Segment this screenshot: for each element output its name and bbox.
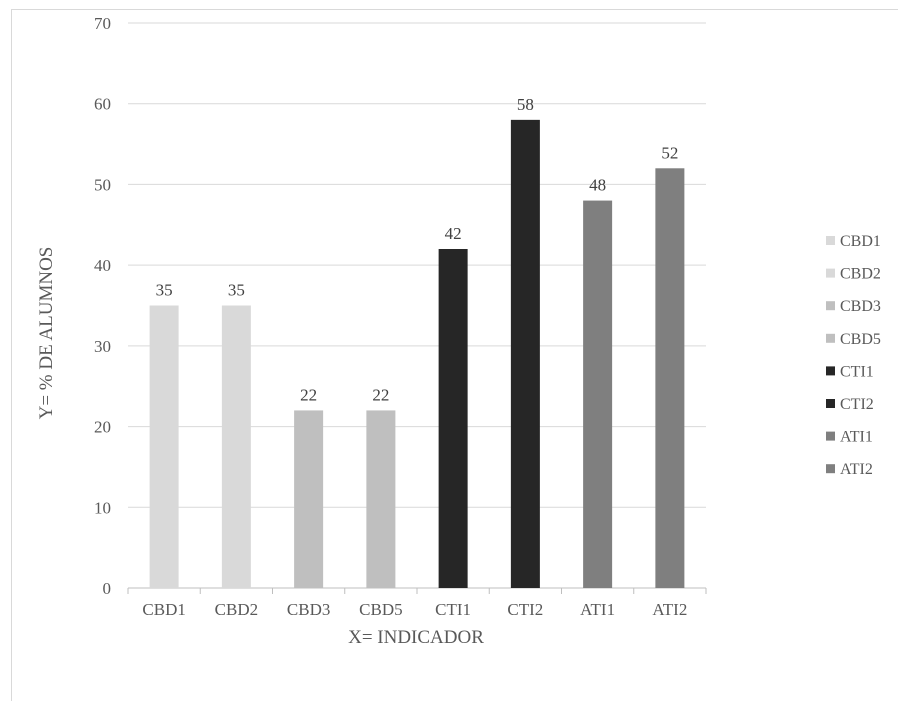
bar-cbd3 — [294, 410, 324, 588]
y-tick-label: 60 — [94, 95, 111, 114]
data-label: 22 — [300, 385, 317, 404]
data-label: 42 — [445, 224, 462, 243]
legend-swatch — [826, 464, 835, 474]
bar-cbd2 — [221, 305, 251, 588]
x-tick-label: ATI1 — [580, 600, 615, 619]
x-tick-label: CBD5 — [359, 600, 402, 619]
y-tick-label: 30 — [94, 337, 111, 356]
legend-swatch — [826, 301, 835, 311]
x-tick-labels: CBD1 CBD2 CBD3 CBD5 CTI1 CTI2 ATI1 ATI2 — [127, 588, 707, 619]
bars — [149, 119, 685, 589]
data-label: 22 — [372, 385, 389, 404]
legend-label: CBD2 — [840, 266, 881, 283]
legend-swatch — [826, 431, 835, 441]
bar-ati1 — [583, 200, 613, 589]
bar-cti2 — [510, 119, 540, 588]
y-axis-label: Y= % DE ALUMNOS — [36, 247, 57, 420]
legend-label: CBD5 — [840, 331, 881, 348]
x-tick-label: CBD3 — [287, 600, 330, 619]
data-label: 58 — [517, 95, 534, 114]
x-tick-label: CTI1 — [435, 600, 471, 619]
y-tick-labels: 0 10 20 30 40 50 60 70 — [94, 14, 111, 598]
legend: CBD1 CBD2 CBD3 CBD5 CTI1 CTI2 ATI1 ATI2 — [826, 233, 881, 478]
data-label: 52 — [661, 143, 678, 162]
y-tick-label: 50 — [94, 175, 111, 194]
y-tick-label: 20 — [94, 418, 111, 437]
gridlines — [128, 22, 706, 589]
x-tick-label: CBD2 — [215, 600, 258, 619]
data-label: 48 — [589, 176, 606, 195]
y-tick-label: 0 — [103, 579, 112, 598]
x-tick-label: CBD1 — [142, 600, 185, 619]
legend-label: CTI2 — [840, 396, 874, 413]
legend-swatch — [826, 366, 835, 376]
legend-label: ATI1 — [840, 429, 873, 446]
legend-swatch — [826, 236, 835, 245]
data-label: 35 — [156, 281, 173, 300]
y-tick-label: 70 — [94, 14, 111, 33]
bar-cbd5 — [366, 410, 396, 588]
bar-cbd1 — [149, 305, 179, 588]
legend-label: CBD3 — [840, 298, 881, 315]
y-tick-label: 40 — [94, 256, 111, 275]
data-label: 35 — [228, 281, 245, 300]
y-tick-label: 10 — [94, 498, 111, 517]
x-tick-label: ATI2 — [652, 600, 687, 619]
chart-frame — [11, 9, 898, 701]
legend-swatch — [826, 268, 835, 278]
legend-swatch — [826, 333, 835, 343]
legend-swatch — [826, 399, 835, 408]
bar-cti1 — [438, 249, 468, 588]
x-tick-label: CTI2 — [507, 600, 543, 619]
bar-ati2 — [655, 168, 685, 589]
legend-label: CBD1 — [840, 233, 881, 250]
legend-label: CTI1 — [840, 363, 874, 380]
x-axis-label: X= INDICADOR — [348, 627, 484, 648]
data-labels: 35 35 22 22 42 58 48 52 — [156, 95, 679, 405]
legend-label: ATI2 — [840, 461, 873, 478]
